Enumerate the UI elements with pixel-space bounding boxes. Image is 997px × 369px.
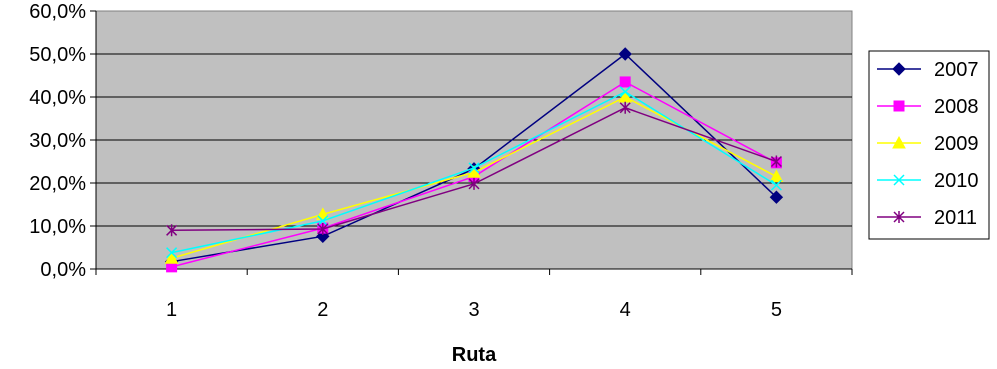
y-tick-label: 40,0% (29, 87, 86, 109)
data-point-marker (618, 47, 632, 61)
legend-item: 2007 (877, 59, 979, 81)
data-point-marker (619, 101, 631, 114)
series-2011 (166, 101, 782, 237)
legend: 2007 2008 2009 2010 2011 (868, 50, 990, 240)
x-tick-label: 2 (317, 299, 328, 321)
y-tick-label: 20,0% (29, 173, 86, 195)
data-point-marker (468, 162, 480, 174)
legend-marker (893, 100, 905, 112)
x-tick-label: 5 (771, 299, 782, 321)
x-tick-label: 1 (166, 299, 177, 321)
data-point-marker (164, 251, 179, 264)
data-point-marker (315, 207, 330, 220)
y-tick-label: 30,0% (29, 130, 86, 152)
data-point-marker (619, 86, 631, 98)
data-point-marker (468, 177, 480, 190)
series-2010 (166, 86, 782, 259)
y-tick-label: 60,0% (29, 1, 86, 23)
data-point-marker (619, 76, 631, 88)
x-axis-ticks: 1 2 3 4 5 (95, 269, 853, 321)
legend-marker (892, 135, 906, 149)
legend-marker (893, 174, 905, 186)
y-tick-label: 10,0% (29, 216, 86, 238)
legend-item: 2009 (877, 133, 979, 155)
y-tick-label: 50,0% (29, 44, 86, 66)
series-layer (164, 47, 784, 273)
legend-item: 2008 (877, 96, 979, 118)
data-point-marker (769, 169, 784, 183)
data-point-marker (770, 155, 782, 168)
data-point-marker (317, 215, 329, 227)
data-point-marker (769, 190, 784, 204)
legend-label: 2008 (934, 96, 979, 118)
legend-box (868, 50, 990, 240)
legend-marker (893, 211, 905, 223)
x-axis-title: Ruta (452, 344, 497, 366)
data-point-marker (317, 223, 329, 236)
legend-label: 2011 (934, 207, 977, 229)
legend-item: 2010 (877, 170, 979, 192)
data-point-marker (770, 179, 782, 191)
legend-marker (892, 62, 906, 76)
y-axis-ticks: 0,0% 10,0% 20,0% 30,0% 40,0% 50,0% 60,0% (29, 1, 96, 281)
legend-label: 2007 (934, 59, 979, 81)
legend-label: 2010 (934, 170, 979, 192)
x-tick-label: 4 (620, 299, 631, 321)
y-tick-label: 0,0% (40, 259, 86, 281)
data-point-marker (166, 224, 178, 237)
legend-item: 2011 (877, 207, 977, 229)
legend-label: 2009 (934, 133, 979, 155)
x-tick-label: 3 (468, 299, 479, 321)
data-point-marker (166, 247, 178, 259)
